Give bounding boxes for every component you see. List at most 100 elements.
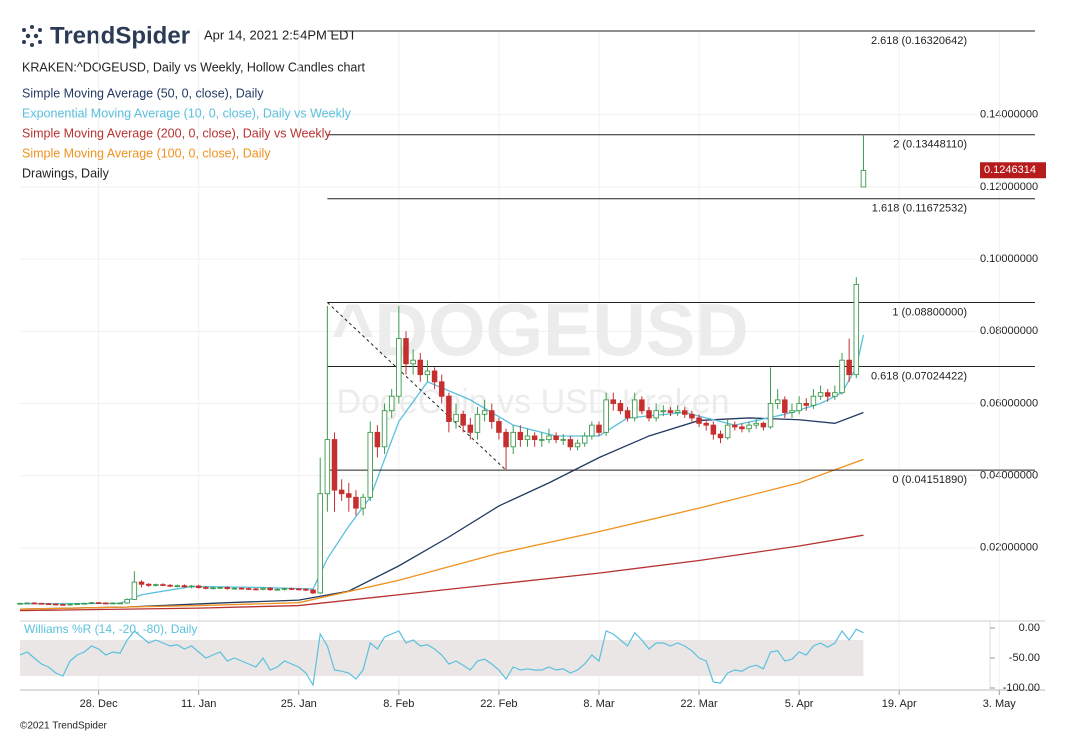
footer: ©2021 TrendSpider: [20, 721, 108, 732]
candle-body: [703, 422, 709, 426]
candle-body: [195, 585, 202, 588]
indicator-tick-label: -100.00: [1003, 682, 1040, 694]
candle-body: [553, 435, 559, 441]
indicator-band: [20, 640, 864, 676]
x-tick-label: 11. Jan: [181, 698, 216, 710]
candle-body: [546, 435, 552, 441]
moving-average: [19, 534, 864, 612]
legend-entry: Simple Moving Average (50, 0, close), Da…: [22, 86, 264, 100]
candle-body: [682, 410, 688, 415]
price-tag-label: 0.1246314: [984, 164, 1036, 176]
candle-body: [181, 585, 188, 588]
candle-body: [717, 433, 724, 439]
candle-body: [481, 410, 488, 415]
candle-body: [617, 403, 624, 412]
indicator-tick-label: -50.00: [1009, 652, 1040, 664]
x-tick-label: 22. Feb: [480, 698, 517, 710]
candle-body: [124, 598, 130, 604]
candle-body: [460, 413, 466, 426]
candle-body: [260, 587, 266, 590]
candle-body: [774, 399, 781, 404]
candle-body: [832, 392, 838, 397]
candle-body: [589, 424, 595, 437]
candle-body: [660, 410, 667, 412]
candle-body: [524, 435, 531, 441]
candle-body: [31, 602, 38, 605]
candle-body: [346, 493, 352, 498]
candle-body: [253, 588, 259, 591]
x-tick-label: 8. Mar: [583, 698, 615, 710]
candle-body: [188, 585, 195, 588]
candle-body: [138, 581, 145, 585]
candle-body: [296, 588, 302, 591]
price-tag: [980, 162, 1046, 179]
y-tick-label: 0.06000000: [980, 397, 1038, 409]
candle-body: [581, 435, 588, 444]
fib-label: 2.618 (0.16320642): [871, 35, 967, 47]
legend-entry: Simple Moving Average (100, 0, close), D…: [22, 146, 271, 160]
candle-body: [210, 587, 216, 590]
candle-body: [810, 395, 817, 406]
candle-body: [388, 395, 395, 412]
moving-average: [19, 458, 864, 610]
y-tick-label: 0.14000000: [980, 109, 1038, 121]
fib-label: 1.618 (0.11672532): [872, 203, 967, 215]
legend-entry: Simple Moving Average (200, 0, close), D…: [22, 126, 331, 140]
candle-body: [610, 399, 617, 404]
candle-body: [110, 602, 116, 605]
candle-body: [160, 584, 166, 586]
logo-icon: [22, 25, 42, 47]
candle-body: [739, 426, 745, 430]
candle-body: [860, 169, 867, 188]
watermark: ^DOGEUSD: [331, 289, 748, 372]
candle-body: [67, 603, 73, 606]
candle-body: [81, 602, 88, 605]
candle-body: [153, 584, 159, 586]
candle-body: [639, 399, 645, 412]
legend-entry: Exponential Moving Average (10, 0, close…: [22, 106, 352, 120]
candle-body: [274, 588, 281, 591]
candle-body: [446, 395, 452, 422]
candle-body: [817, 392, 824, 397]
candle-body: [74, 603, 80, 606]
candle-body: [303, 588, 309, 591]
candle-body: [245, 588, 252, 590]
candle-body: [60, 604, 66, 606]
candle-body: [38, 602, 45, 605]
timestamp: Apr 14, 2021 2:54PM EDT: [204, 27, 357, 42]
fib-label: 1 (0.08800000): [892, 306, 967, 318]
candle-body: [503, 431, 509, 448]
candle-body: [131, 581, 138, 600]
candle-body: [231, 587, 238, 590]
candle-body: [410, 359, 416, 365]
candle-body: [539, 439, 545, 441]
candle-body: [381, 410, 388, 448]
fib-label: 2 (0.13448110): [893, 139, 967, 151]
x-tick-label: 28. Dec: [80, 698, 118, 710]
candle-body: [653, 410, 659, 419]
candle-body: [753, 422, 759, 426]
chart-title: KRAKEN:^DOGEUSD, Daily vs Weekly, Hollow…: [22, 60, 366, 74]
candle-body: [267, 587, 273, 591]
candle-body: [281, 588, 288, 590]
candle-body: [167, 584, 173, 587]
candle-body: [560, 439, 566, 441]
candle-body: [603, 399, 609, 433]
candle-body: [95, 602, 102, 604]
candle-body: [782, 399, 788, 413]
candle-body: [803, 403, 810, 406]
x-tick-label: 5. Apr: [785, 698, 814, 710]
candle-body: [846, 359, 852, 376]
candle-body: [217, 587, 223, 589]
x-tick-label: 19. Apr: [882, 698, 917, 710]
candle-body: [574, 442, 581, 448]
candle-body: [88, 602, 95, 604]
candle-body: [403, 338, 409, 365]
candle-body: [310, 589, 316, 594]
candle-body: [732, 424, 738, 428]
y-tick-label: 0.08000000: [980, 325, 1038, 337]
fib-label: 0 (0.04151890): [892, 474, 967, 486]
x-tick-label: 22. Mar: [680, 698, 718, 710]
